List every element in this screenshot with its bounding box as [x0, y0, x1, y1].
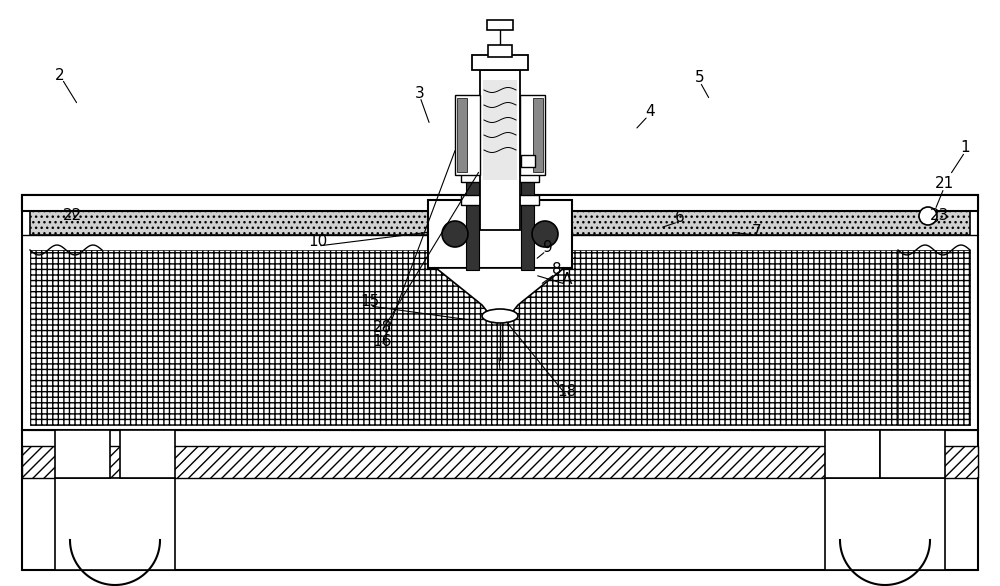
Bar: [898, 250, 970, 425]
Bar: [520, 95, 545, 175]
Text: 6: 6: [675, 210, 685, 226]
Bar: [533, 98, 543, 172]
Text: A: A: [562, 272, 572, 288]
Text: 1: 1: [960, 141, 970, 155]
Circle shape: [532, 221, 558, 247]
Bar: [55, 478, 175, 570]
Text: 5: 5: [695, 70, 705, 86]
Bar: [880, 430, 945, 478]
Text: 4: 4: [645, 104, 655, 120]
Text: 21: 21: [934, 176, 954, 192]
Text: 2: 2: [55, 67, 65, 83]
Bar: [825, 430, 880, 478]
Bar: [487, 20, 513, 30]
Bar: [120, 430, 175, 478]
Bar: [472, 55, 528, 70]
Text: 7: 7: [752, 224, 762, 240]
Ellipse shape: [482, 309, 518, 323]
Circle shape: [919, 207, 937, 225]
Bar: [461, 168, 539, 182]
Bar: [22, 446, 978, 478]
Bar: [488, 45, 512, 57]
Bar: [457, 98, 467, 172]
Text: 16: 16: [372, 335, 392, 349]
Text: 3: 3: [415, 86, 425, 101]
Bar: [483, 80, 517, 180]
Text: 23: 23: [930, 207, 950, 223]
Bar: [455, 95, 480, 175]
Circle shape: [442, 221, 468, 247]
Bar: [825, 478, 945, 570]
Bar: [55, 430, 110, 478]
Bar: [428, 200, 572, 268]
Text: 8: 8: [552, 263, 562, 278]
Bar: [480, 70, 520, 230]
Bar: [521, 130, 534, 270]
Polygon shape: [436, 268, 564, 320]
Text: 22: 22: [63, 207, 83, 223]
Bar: [521, 155, 535, 167]
Bar: [22, 195, 978, 430]
Text: 18: 18: [557, 384, 577, 400]
Text: 28: 28: [372, 319, 392, 335]
Bar: [461, 195, 539, 205]
Bar: [22, 195, 978, 211]
Bar: [22, 430, 978, 570]
Bar: [30, 250, 970, 425]
Text: 10: 10: [308, 234, 328, 250]
Text: 9: 9: [543, 240, 553, 254]
Bar: [30, 203, 970, 235]
Text: 15: 15: [360, 295, 380, 309]
Bar: [466, 130, 479, 270]
Bar: [30, 250, 102, 425]
